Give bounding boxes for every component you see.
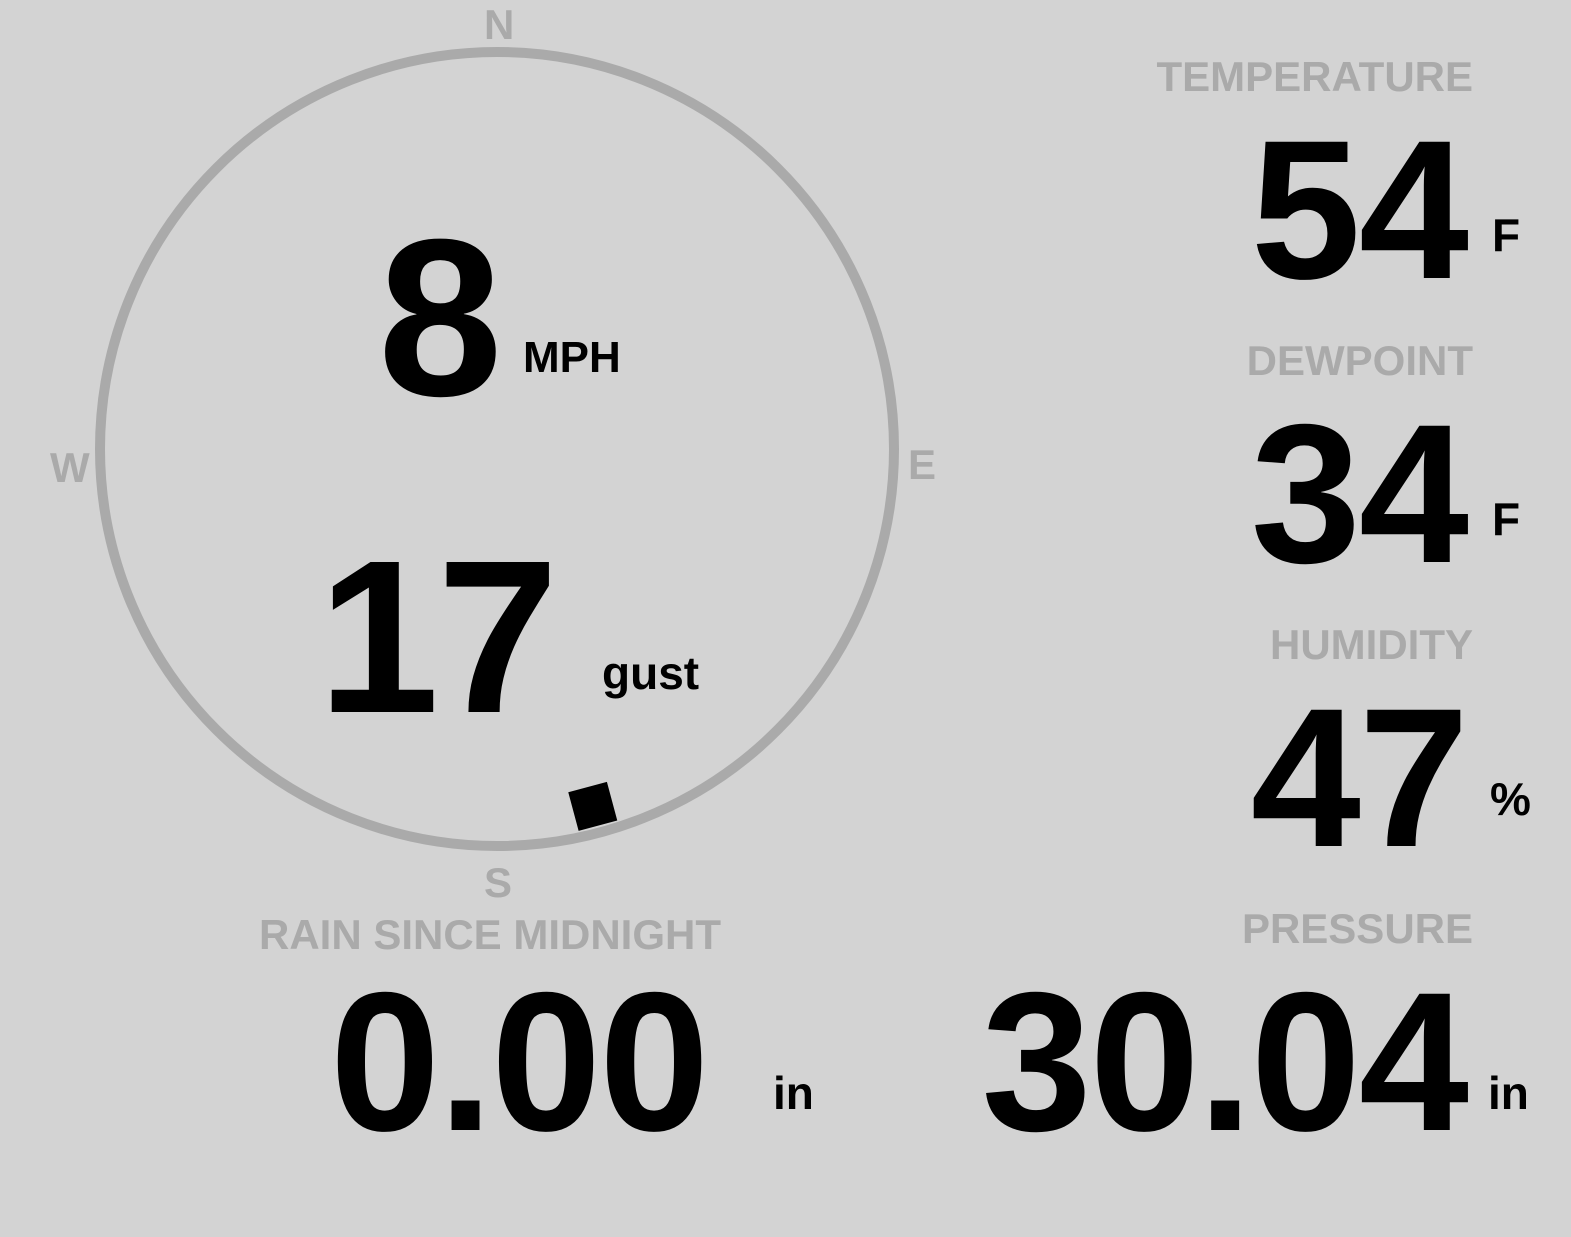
humidity-label: HUMIDITY [1270,621,1473,668]
compass-west-label: W [50,444,90,491]
pressure-label: PRESSURE [1241,905,1473,952]
wind-direction-marker [568,781,618,831]
pressure-value: 30.04 [981,951,1469,1172]
humidity-unit: % [1490,773,1531,825]
temperature-unit: F [1492,209,1521,261]
dewpoint-value: 34 [1250,383,1469,604]
pressure-unit: in [1488,1067,1529,1119]
compass-ring [95,47,899,851]
wind-gust-value: 17 [318,516,558,759]
wind-speed-value: 8 [378,193,503,443]
dewpoint-label: DEWPOINT [1246,337,1473,384]
humidity-value: 47 [1250,667,1469,888]
wind-gust-label: gust [602,647,700,699]
temperature-value: 54 [1250,99,1469,320]
dewpoint-unit: F [1492,493,1521,545]
compass-north-label: N [484,1,515,48]
rain-unit: in [773,1067,814,1119]
rain-value: 0.00 [330,951,709,1172]
compass-south-label: S [484,859,513,906]
wind-speed-unit: MPH [523,333,621,382]
rain-label: RAIN SINCE MIDNIGHT [259,911,721,958]
wind-compass [95,47,899,851]
temperature-label: TEMPERATURE [1156,53,1473,100]
compass-east-label: E [908,441,937,488]
